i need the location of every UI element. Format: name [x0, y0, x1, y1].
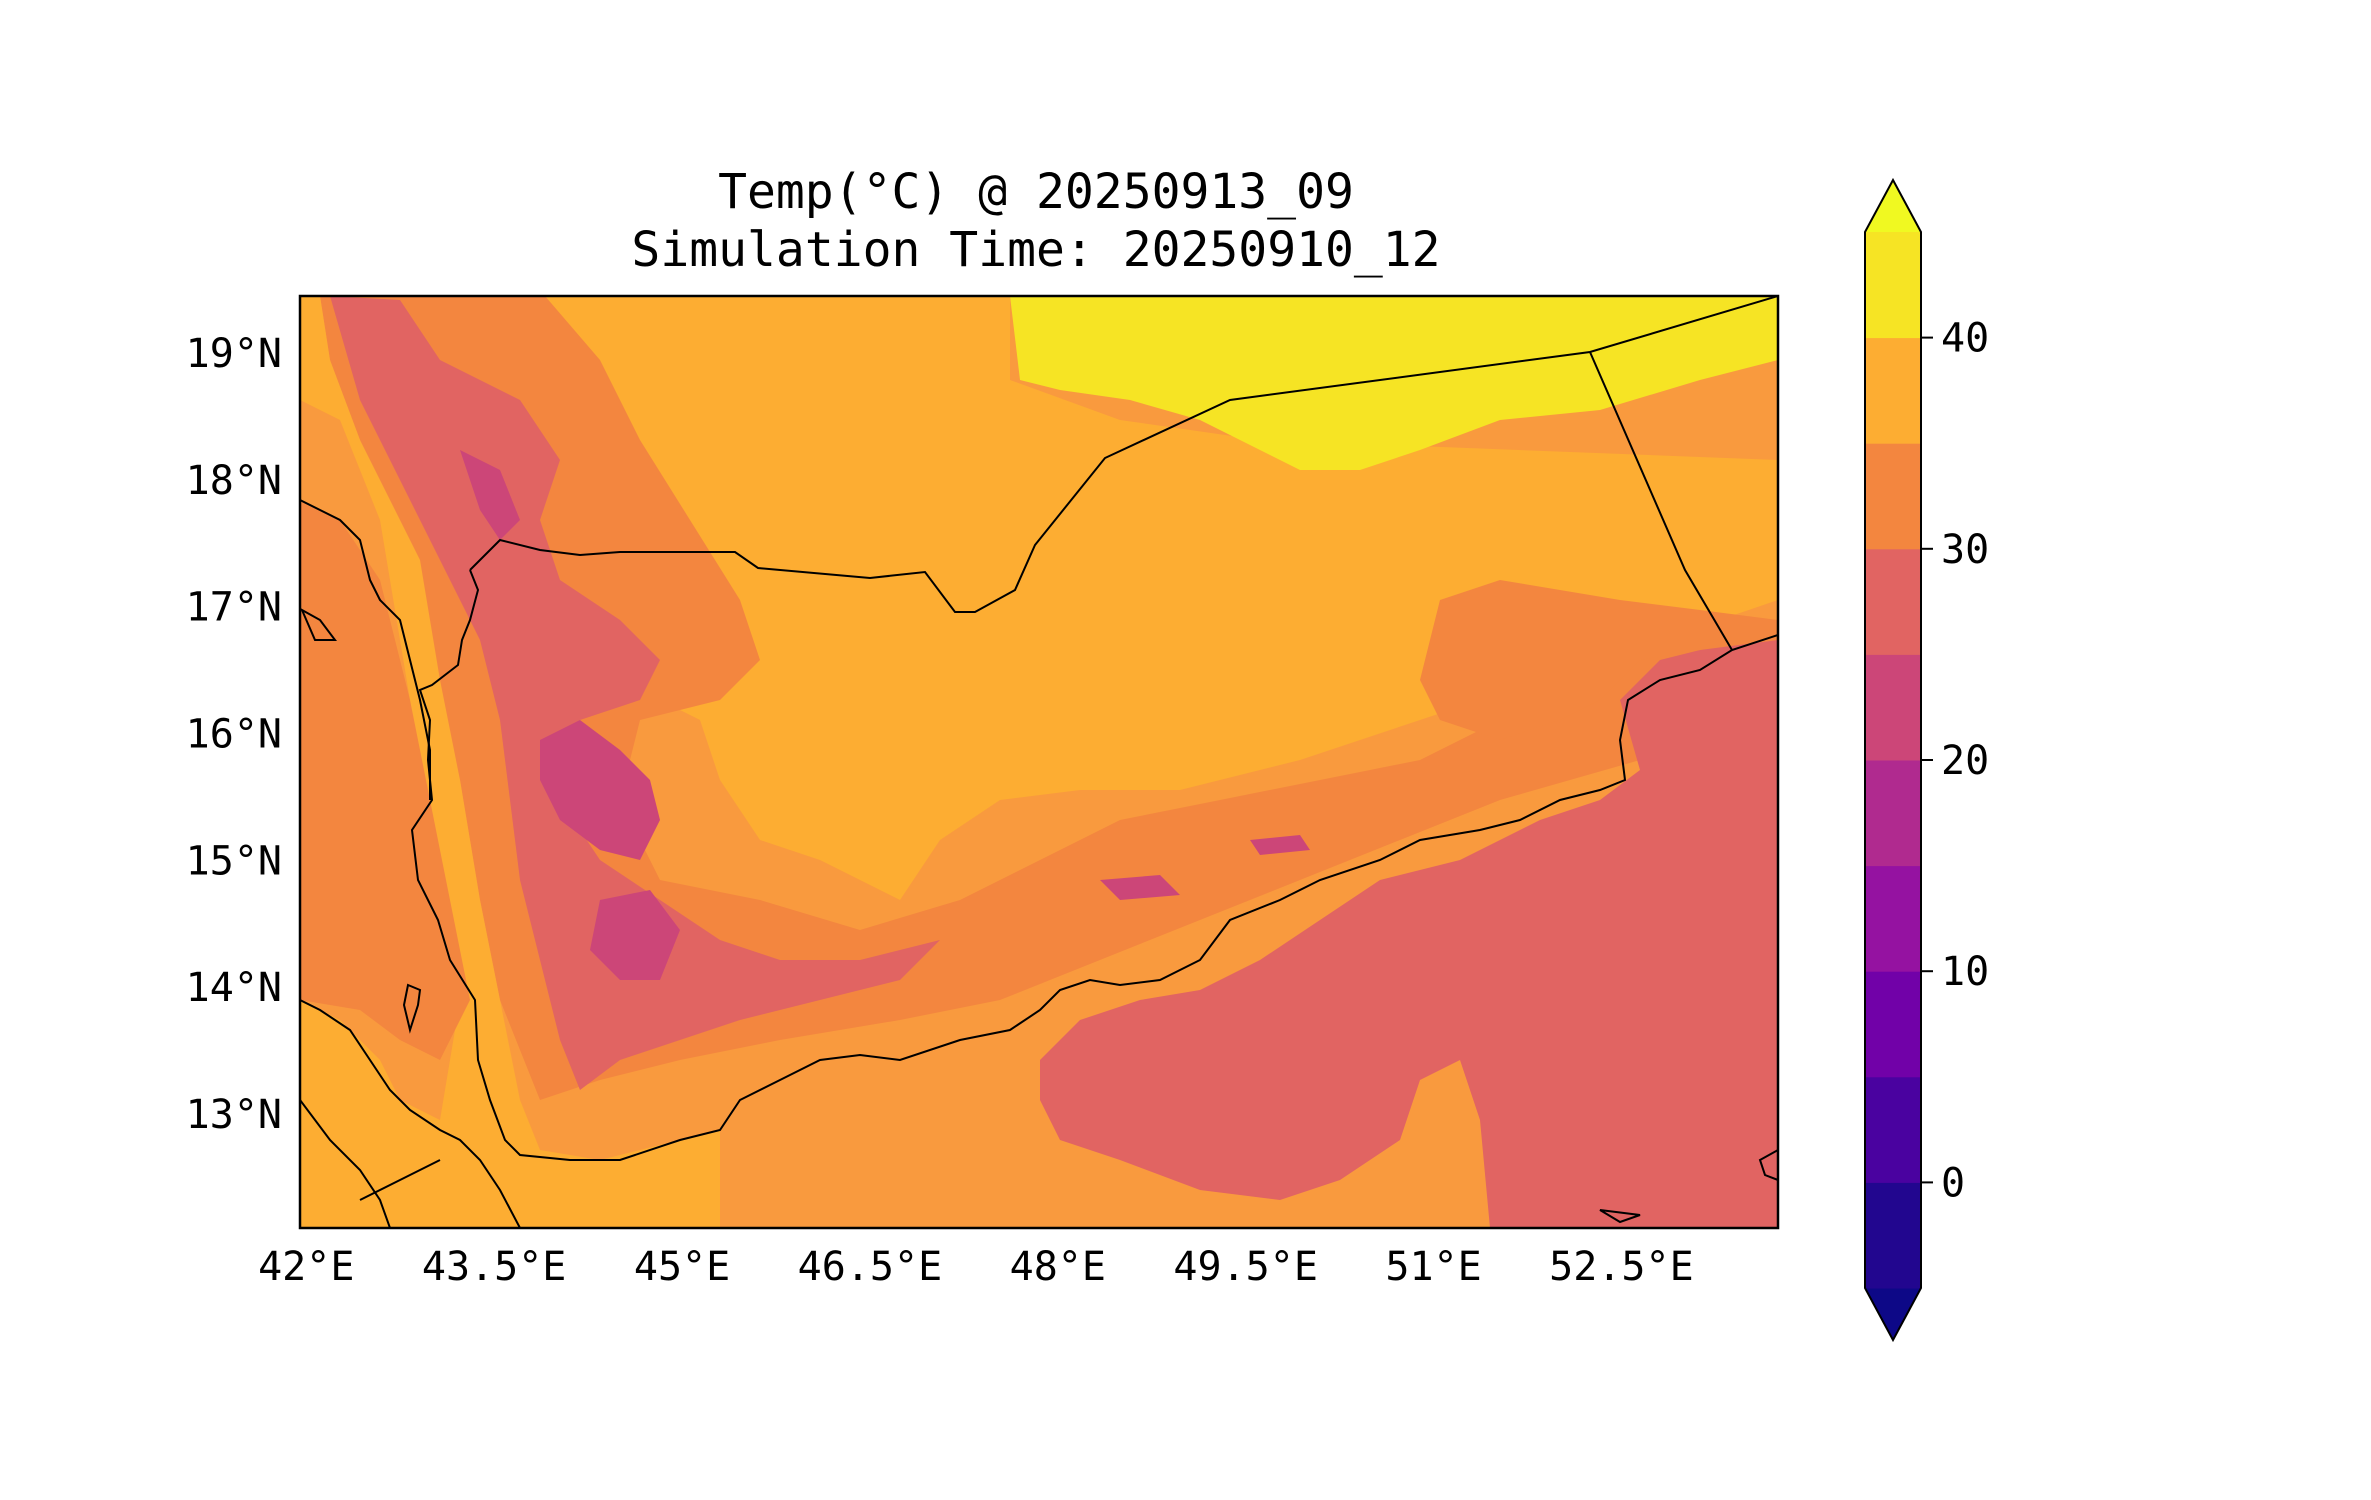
island-socotra-west	[1599, 1209, 1641, 1224]
island-hanish	[402, 983, 422, 1034]
eritrea-coastline	[300, 499, 431, 800]
colorbar-segment	[1865, 865, 1921, 972]
x-tick-label: 51°E	[1385, 1244, 1481, 1290]
colorbar-segment	[1865, 337, 1921, 444]
coastlines-and-borders	[300, 296, 1778, 1228]
african-coastline	[300, 999, 521, 1228]
x-tick-label: 46.5°E	[798, 1244, 943, 1290]
colorbar-outline	[1864, 177, 1922, 1343]
field-30-35-red-sea	[300, 500, 470, 1060]
y-tick-label: 13°N	[186, 1092, 282, 1138]
field-20-25-south	[590, 890, 680, 980]
colorbar: 0 10 20 30 40	[1864, 177, 1989, 1343]
x-axis-ticks: 42°E 43.5°E 45°E 46.5°E 48°E 49.5°E 51°E 52.5°E	[258, 1244, 1694, 1290]
colorbar-tick-label: 40	[1941, 316, 1989, 362]
x-tick-label: 43.5°E	[422, 1244, 567, 1290]
island-kamaran	[300, 607, 337, 641]
field-20-25-sanaa	[540, 720, 660, 860]
x-tick-label: 42°E	[258, 1244, 354, 1290]
y-tick-label: 19°N	[186, 331, 282, 377]
y-tick-label: 17°N	[186, 585, 282, 631]
plot-title: Temp(°C) @ 20250913_09	[718, 164, 1354, 220]
x-tick-label: 49.5°E	[1173, 1244, 1318, 1290]
map-axes-frame	[298, 294, 1780, 1230]
y-tick-label: 14°N	[186, 965, 282, 1011]
x-tick-label: 52.5°E	[1549, 1244, 1694, 1290]
colorbar-segment	[1865, 971, 1921, 1078]
field-20-25-north	[460, 450, 520, 540]
colorbar-tick-label: 0	[1941, 1160, 1965, 1206]
colorbar-segment	[1865, 443, 1921, 550]
colorbar-over-arrow	[1865, 180, 1921, 232]
y-tick-label: 16°N	[186, 711, 282, 757]
field-30-35-highlands	[320, 296, 1720, 1100]
colorbar-tick-label: 10	[1941, 949, 1989, 995]
djibouti-border	[300, 1099, 441, 1228]
yemen-oman-border	[1589, 351, 1733, 651]
yemen-saudi-border	[469, 296, 1778, 613]
field-40-45-north	[1010, 296, 1778, 470]
temperature-map	[300, 296, 1778, 1228]
x-tick-label: 48°E	[1010, 1244, 1106, 1290]
y-tick-label: 18°N	[186, 458, 282, 504]
field-20-25-coast	[1250, 835, 1310, 855]
field-20-25-east	[1100, 875, 1180, 900]
colorbar-segment	[1865, 1076, 1921, 1183]
colorbar-segment	[1865, 548, 1921, 655]
colorbar-segment	[1865, 1182, 1921, 1289]
colorbar-segment	[1865, 760, 1921, 867]
field-30-35-east	[1420, 580, 1778, 740]
colorbar-segment	[1865, 654, 1921, 761]
y-axis-ticks: 19°N 18°N 17°N 16°N 15°N 14°N 13°N	[186, 331, 282, 1138]
x-tick-label: 45°E	[634, 1244, 730, 1290]
colorbar-segment	[1865, 232, 1921, 339]
y-tick-label: 15°N	[186, 838, 282, 884]
colorbar-tick-label: 20	[1941, 738, 1989, 784]
field-25-30-sea	[1040, 640, 1778, 1228]
island-socotra-east	[1758, 1148, 1778, 1182]
plot-subtitle: Simulation Time: 20250910_12	[631, 222, 1440, 278]
field-35-40-west-coast	[300, 296, 720, 1228]
field-35-40-interior	[545, 296, 1778, 900]
colorbar-under-arrow	[1865, 1288, 1921, 1340]
colorbar-tick-label: 30	[1941, 527, 1989, 573]
